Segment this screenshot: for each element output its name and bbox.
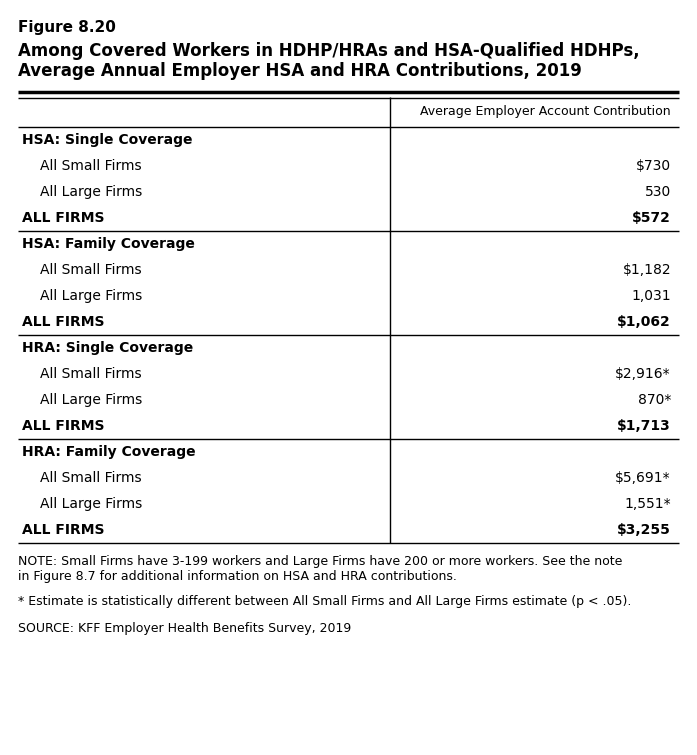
Text: SOURCE: KFF Employer Health Benefits Survey, 2019: SOURCE: KFF Employer Health Benefits Sur… — [18, 622, 351, 635]
Text: All Small Firms: All Small Firms — [40, 367, 141, 381]
Text: HSA: Family Coverage: HSA: Family Coverage — [22, 237, 195, 251]
Text: 870*: 870* — [638, 393, 671, 407]
Text: 1,551*: 1,551* — [625, 497, 671, 511]
Text: All Small Firms: All Small Firms — [40, 263, 141, 277]
Text: All Small Firms: All Small Firms — [40, 159, 141, 173]
Text: All Large Firms: All Large Firms — [40, 185, 142, 199]
Text: $572: $572 — [632, 211, 671, 225]
Text: NOTE: Small Firms have 3-199 workers and Large Firms have 200 or more workers. S: NOTE: Small Firms have 3-199 workers and… — [18, 555, 622, 568]
Text: Figure 8.20: Figure 8.20 — [18, 20, 116, 35]
Text: HRA: Family Coverage: HRA: Family Coverage — [22, 445, 196, 459]
Text: 530: 530 — [645, 185, 671, 199]
Text: $730: $730 — [636, 159, 671, 173]
Text: All Large Firms: All Large Firms — [40, 497, 142, 511]
Text: * Estimate is statistically different between All Small Firms and All Large Firm: * Estimate is statistically different be… — [18, 595, 631, 608]
Text: All Large Firms: All Large Firms — [40, 289, 142, 303]
Text: All Large Firms: All Large Firms — [40, 393, 142, 407]
Text: HRA: Single Coverage: HRA: Single Coverage — [22, 341, 193, 355]
Text: Average Annual Employer HSA and HRA Contributions, 2019: Average Annual Employer HSA and HRA Cont… — [18, 62, 582, 80]
Text: ALL FIRMS: ALL FIRMS — [22, 523, 105, 537]
Text: ALL FIRMS: ALL FIRMS — [22, 211, 105, 225]
Text: $5,691*: $5,691* — [615, 471, 671, 485]
Text: All Small Firms: All Small Firms — [40, 471, 141, 485]
Text: Among Covered Workers in HDHP/HRAs and HSA-Qualified HDHPs,: Among Covered Workers in HDHP/HRAs and H… — [18, 42, 640, 60]
Text: HSA: Single Coverage: HSA: Single Coverage — [22, 133, 192, 147]
Text: in Figure 8.7 for additional information on HSA and HRA contributions.: in Figure 8.7 for additional information… — [18, 570, 457, 583]
Text: ALL FIRMS: ALL FIRMS — [22, 315, 105, 329]
Text: $1,182: $1,182 — [622, 263, 671, 277]
Text: 1,031: 1,031 — [631, 289, 671, 303]
Text: Average Employer Account Contribution: Average Employer Account Contribution — [420, 106, 671, 119]
Text: $1,713: $1,713 — [618, 419, 671, 433]
Text: $1,062: $1,062 — [618, 315, 671, 329]
Text: $3,255: $3,255 — [617, 523, 671, 537]
Text: ALL FIRMS: ALL FIRMS — [22, 419, 105, 433]
Text: $2,916*: $2,916* — [615, 367, 671, 381]
